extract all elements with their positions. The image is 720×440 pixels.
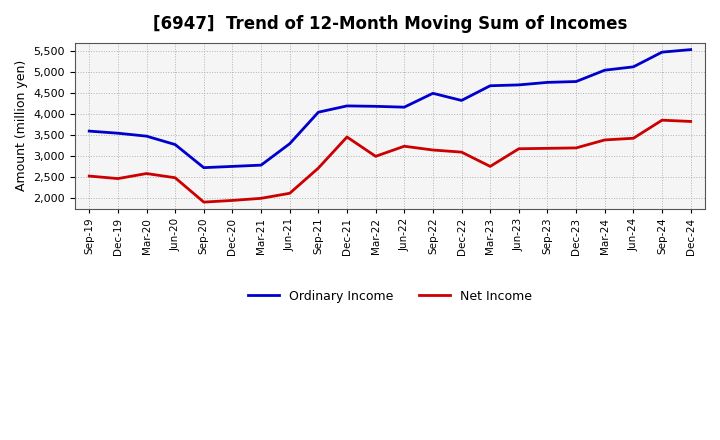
Net Income	[543, 146, 552, 151]
Ordinary Income	[400, 105, 408, 110]
Net Income	[515, 146, 523, 151]
Net Income	[372, 154, 380, 159]
Net Income	[600, 137, 609, 143]
Ordinary Income	[543, 80, 552, 85]
Ordinary Income	[486, 83, 495, 88]
Ordinary Income	[228, 164, 237, 169]
Net Income	[85, 173, 94, 179]
Legend: Ordinary Income, Net Income: Ordinary Income, Net Income	[243, 285, 537, 308]
Net Income	[572, 145, 580, 150]
Ordinary Income	[372, 104, 380, 109]
Ordinary Income	[114, 131, 122, 136]
Ordinary Income	[428, 91, 437, 96]
Ordinary Income	[686, 47, 695, 52]
Ordinary Income	[142, 133, 150, 139]
Ordinary Income	[171, 142, 179, 147]
Ordinary Income	[314, 110, 323, 115]
Net Income	[629, 136, 638, 141]
Ordinary Income	[572, 79, 580, 84]
Ordinary Income	[199, 165, 208, 170]
Net Income	[199, 199, 208, 205]
Net Income	[257, 196, 266, 201]
Ordinary Income	[343, 103, 351, 109]
Net Income	[400, 143, 408, 149]
Ordinary Income	[515, 82, 523, 88]
Net Income	[114, 176, 122, 181]
Net Income	[314, 165, 323, 171]
Net Income	[285, 191, 294, 196]
Ordinary Income	[85, 128, 94, 134]
Ordinary Income	[457, 98, 466, 103]
Ordinary Income	[285, 141, 294, 147]
Net Income	[228, 198, 237, 203]
Net Income	[457, 150, 466, 155]
Net Income	[171, 175, 179, 180]
Net Income	[686, 119, 695, 124]
Ordinary Income	[600, 68, 609, 73]
Ordinary Income	[629, 64, 638, 70]
Line: Net Income: Net Income	[89, 120, 690, 202]
Title: [6947]  Trend of 12-Month Moving Sum of Incomes: [6947] Trend of 12-Month Moving Sum of I…	[153, 15, 627, 33]
Net Income	[142, 171, 150, 176]
Net Income	[657, 117, 666, 123]
Net Income	[486, 164, 495, 169]
Ordinary Income	[257, 162, 266, 168]
Ordinary Income	[657, 49, 666, 55]
Net Income	[343, 134, 351, 139]
Net Income	[428, 147, 437, 153]
Y-axis label: Amount (million yen): Amount (million yen)	[15, 60, 28, 191]
Line: Ordinary Income: Ordinary Income	[89, 50, 690, 168]
